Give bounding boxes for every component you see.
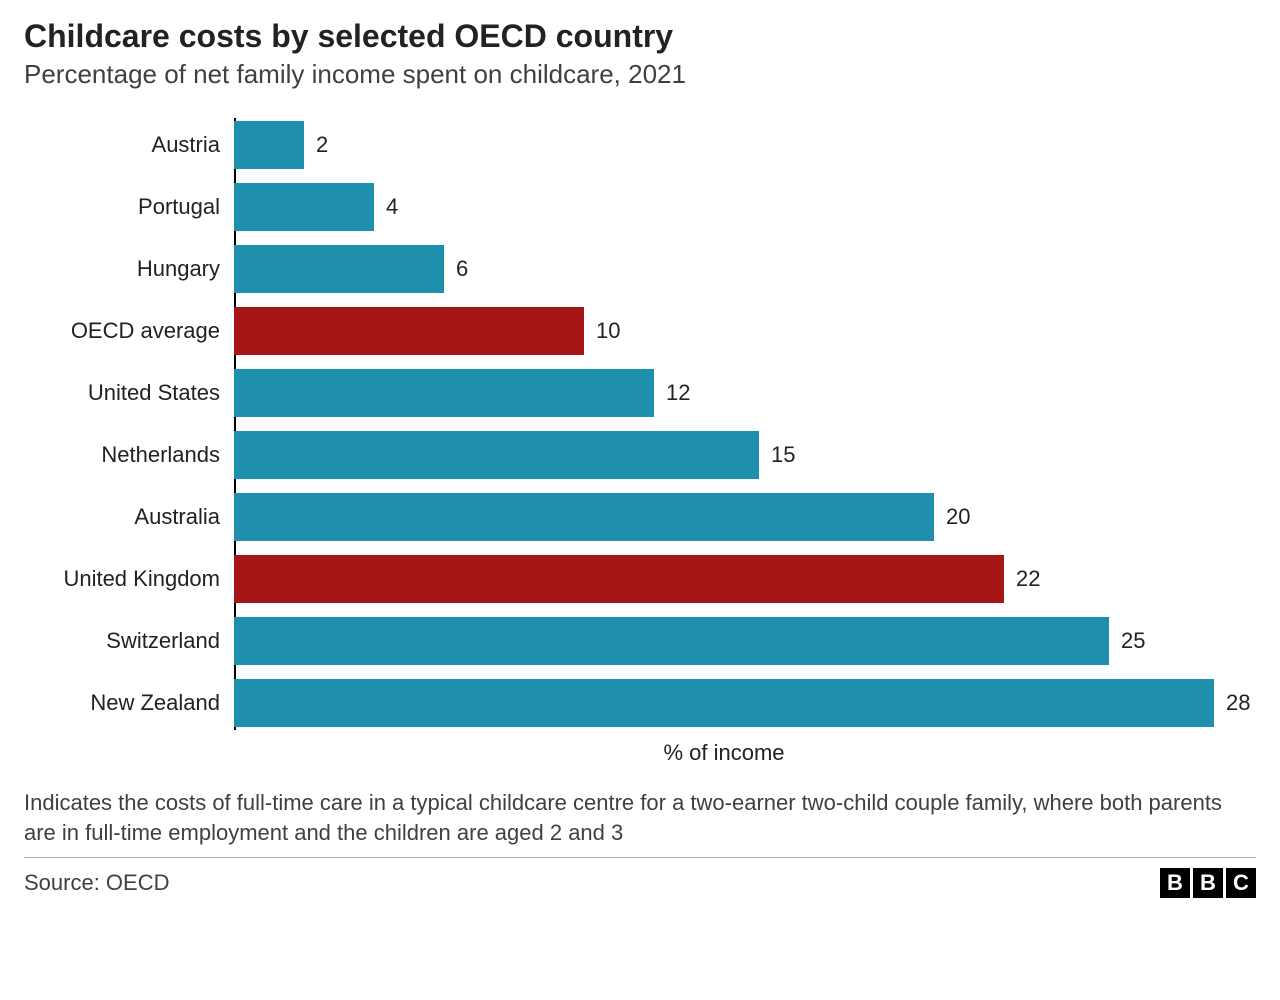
bar-area: 22 xyxy=(234,552,1256,606)
value-label: 4 xyxy=(386,194,398,220)
category-label: OECD average xyxy=(24,318,234,344)
chart-title: Childcare costs by selected OECD country xyxy=(24,18,1256,55)
bar xyxy=(234,555,1004,603)
bar-area: 20 xyxy=(234,490,1256,544)
bar-chart: Austria 2 Portugal 4 Hungary 6 OECD average 10 U… xyxy=(24,118,1256,730)
value-label: 12 xyxy=(666,380,690,406)
chart-note: Indicates the costs of full-time care in… xyxy=(24,788,1256,847)
bar-area: 10 xyxy=(234,304,1256,358)
chart-row: OECD average 10 xyxy=(24,304,1256,358)
chart-subtitle: Percentage of net family income spent on… xyxy=(24,59,1256,90)
value-label: 20 xyxy=(946,504,970,530)
source-text: Source: OECD xyxy=(24,870,170,896)
bar xyxy=(234,369,654,417)
value-label: 2 xyxy=(316,132,328,158)
bbc-logo-letter: B xyxy=(1160,868,1190,898)
chart-row: Switzerland 25 xyxy=(24,614,1256,668)
category-label: New Zealand xyxy=(24,690,234,716)
bar-area: 2 xyxy=(234,118,1256,172)
chart-container: Childcare costs by selected OECD country… xyxy=(0,0,1280,912)
bbc-logo-letter: C xyxy=(1226,868,1256,898)
category-label: Austria xyxy=(24,132,234,158)
value-label: 6 xyxy=(456,256,468,282)
bar xyxy=(234,617,1109,665)
category-label: United States xyxy=(24,380,234,406)
bar xyxy=(234,493,934,541)
value-label: 25 xyxy=(1121,628,1145,654)
bar-area: 4 xyxy=(234,180,1256,234)
chart-row: Hungary 6 xyxy=(24,242,1256,296)
bar xyxy=(234,431,759,479)
chart-row: Australia 20 xyxy=(24,490,1256,544)
bar-area: 12 xyxy=(234,366,1256,420)
category-label: Netherlands xyxy=(24,442,234,468)
chart-footer: Source: OECD BBC xyxy=(24,868,1256,898)
x-axis-label: % of income xyxy=(234,740,1214,766)
chart-row: New Zealand 28 xyxy=(24,676,1256,730)
bar xyxy=(234,679,1214,727)
chart-row: United Kingdom 22 xyxy=(24,552,1256,606)
category-label: Switzerland xyxy=(24,628,234,654)
bar xyxy=(234,183,374,231)
chart-row: Austria 2 xyxy=(24,118,1256,172)
category-label: Portugal xyxy=(24,194,234,220)
value-label: 15 xyxy=(771,442,795,468)
value-label: 10 xyxy=(596,318,620,344)
bar xyxy=(234,121,304,169)
bar-area: 6 xyxy=(234,242,1256,296)
divider xyxy=(24,857,1256,858)
value-label: 22 xyxy=(1016,566,1040,592)
bar-area: 28 xyxy=(234,676,1256,730)
chart-row: Netherlands 15 xyxy=(24,428,1256,482)
category-label: Australia xyxy=(24,504,234,530)
bar-area: 15 xyxy=(234,428,1256,482)
category-label: United Kingdom xyxy=(24,566,234,592)
category-label: Hungary xyxy=(24,256,234,282)
chart-row: United States 12 xyxy=(24,366,1256,420)
bar xyxy=(234,245,444,293)
bbc-logo-letter: B xyxy=(1193,868,1223,898)
value-label: 28 xyxy=(1226,690,1250,716)
chart-row: Portugal 4 xyxy=(24,180,1256,234)
bar-area: 25 xyxy=(234,614,1256,668)
bbc-logo: BBC xyxy=(1160,868,1256,898)
bar xyxy=(234,307,584,355)
